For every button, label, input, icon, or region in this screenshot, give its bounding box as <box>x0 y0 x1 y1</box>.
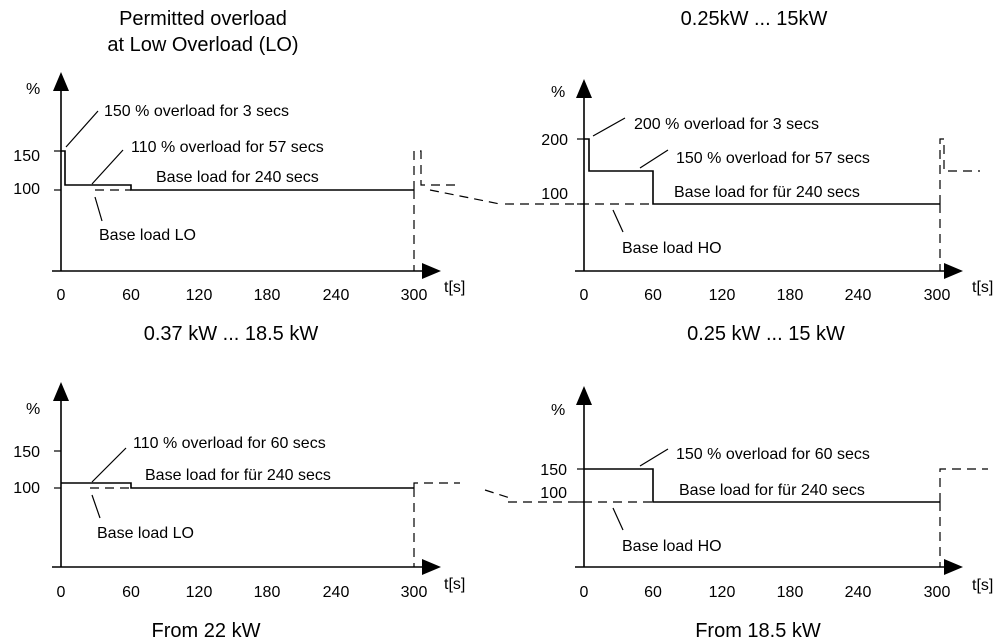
x-tick-label: 240 <box>323 584 350 601</box>
annotation-leader <box>639 149 669 169</box>
annotation-leader <box>612 209 624 233</box>
x-tick-label: 120 <box>709 584 736 601</box>
x-tick-label: 300 <box>401 287 428 304</box>
annotation-base-load-ho: Base load HO <box>622 538 722 555</box>
annotation-leader <box>612 507 624 531</box>
x-axis-arrow-icon <box>422 263 441 279</box>
x-axis-label: t[s] <box>972 279 993 296</box>
x-tick-label: 240 <box>845 287 872 304</box>
annotation-leader <box>91 494 101 519</box>
y-axis-arrow-icon <box>53 72 69 91</box>
next-cycle-curve <box>939 468 988 502</box>
annotation-base-load-lo: Base load LO <box>97 525 194 542</box>
next-cycle-curve <box>413 150 460 190</box>
x-tick-label: 300 <box>924 584 951 601</box>
base-load-line <box>95 189 501 205</box>
annotation-overload-110: 110 % overload for 57 secs <box>131 139 324 156</box>
x-axis-label: t[s] <box>444 576 465 593</box>
next-cycle-curve <box>939 138 980 204</box>
next-cycle-curve <box>413 482 460 488</box>
annotation-overload-110: 110 % overload for 60 secs <box>133 435 326 452</box>
x-tick-label: 180 <box>777 584 804 601</box>
y-tick-label: 150 <box>13 148 40 165</box>
header-permitted-overload: Permitted overload <box>119 8 287 30</box>
base-load-line <box>90 487 511 499</box>
y-axis-label: % <box>551 84 565 101</box>
annotation-base-load: Base load for für 240 secs <box>674 184 860 201</box>
header-low-overload: at Low Overload (LO) <box>107 34 298 56</box>
x-tick-label: 180 <box>777 287 804 304</box>
panel-lo-small: % t[s] 150 100 0 60 120 180 240 300 150 … <box>13 72 501 304</box>
annotation-leader <box>592 117 626 137</box>
y-axis-arrow-icon <box>53 382 69 401</box>
x-tick-label: 120 <box>709 287 736 304</box>
annotation-leader <box>94 196 103 222</box>
panel-ho-small: % t[s] 200 100 0 60 120 180 240 300 200 … <box>505 79 993 304</box>
x-tick-label: 60 <box>644 287 662 304</box>
y-tick-label: 200 <box>541 132 568 149</box>
annotation-base-load: Base load for für 240 secs <box>679 482 865 499</box>
y-axis-arrow-icon <box>576 79 592 98</box>
y-tick-label: 100 <box>13 181 40 198</box>
x-tick-label: 300 <box>924 287 951 304</box>
annotation-overload-200: 200 % overload for 3 secs <box>634 116 819 133</box>
y-axis-label: % <box>26 401 40 418</box>
x-tick-label: 60 <box>644 584 662 601</box>
load-curve <box>584 468 940 503</box>
load-curve <box>61 482 414 489</box>
x-tick-label: 0 <box>57 584 66 601</box>
annotation-leader <box>91 149 124 185</box>
panel-lo-large: % t[s] 150 100 0 60 120 180 240 300 110 … <box>13 382 511 601</box>
x-axis-arrow-icon <box>944 559 963 575</box>
load-curve <box>584 138 940 205</box>
annotation-base-load-ho: Base load HO <box>622 240 722 257</box>
x-tick-label: 0 <box>580 584 589 601</box>
y-axis-label: % <box>26 81 40 98</box>
annotation-overload-150: 150 % overload for 3 secs <box>104 103 289 120</box>
header-mid-right-power-range: 0.25 kW ... 15 kW <box>687 323 845 345</box>
x-tick-label: 300 <box>401 584 428 601</box>
header-top-right-power-range: 0.25kW ... 15kW <box>681 8 828 30</box>
x-axis-arrow-icon <box>944 263 963 279</box>
x-tick-label: 60 <box>122 287 140 304</box>
x-tick-label: 60 <box>122 584 140 601</box>
x-tick-label: 180 <box>254 287 281 304</box>
x-tick-label: 240 <box>323 287 350 304</box>
annotation-leader <box>639 448 669 467</box>
y-tick-label: 100 <box>541 186 568 203</box>
x-tick-label: 120 <box>186 287 213 304</box>
y-tick-label: 100 <box>13 480 40 497</box>
annotation-base-load: Base load for für 240 secs <box>145 467 331 484</box>
y-axis-label: % <box>551 402 565 419</box>
panel-ho-large: % t[s] 150 100 0 60 120 180 240 300 150 … <box>508 386 993 601</box>
x-tick-label: 0 <box>580 287 589 304</box>
x-axis-label: t[s] <box>444 279 465 296</box>
x-tick-label: 0 <box>57 287 66 304</box>
annotation-base-load-lo: Base load LO <box>99 227 196 244</box>
annotation-leader <box>91 447 127 483</box>
x-tick-label: 120 <box>186 584 213 601</box>
y-axis-arrow-icon <box>576 386 592 405</box>
header-bottom-right-power-range: From 18.5 kW <box>695 620 821 642</box>
annotation-leader <box>65 110 99 148</box>
y-tick-label: 100 <box>540 485 567 502</box>
header-bottom-left-power-range: From 22 kW <box>152 620 261 642</box>
annotation-overload-150: 150 % overload for 60 secs <box>676 446 870 463</box>
load-curve <box>61 150 414 191</box>
x-axis-arrow-icon <box>422 559 441 575</box>
x-axis-label: t[s] <box>972 577 993 594</box>
y-tick-label: 150 <box>540 462 567 479</box>
annotation-overload-150: 150 % overload for 57 secs <box>676 150 870 167</box>
y-tick-label: 150 <box>13 444 40 461</box>
header-mid-left-power-range: 0.37 kW ... 18.5 kW <box>144 323 319 345</box>
x-tick-label: 180 <box>254 584 281 601</box>
x-tick-label: 240 <box>845 584 872 601</box>
annotation-base-load: Base load for 240 secs <box>156 169 319 186</box>
